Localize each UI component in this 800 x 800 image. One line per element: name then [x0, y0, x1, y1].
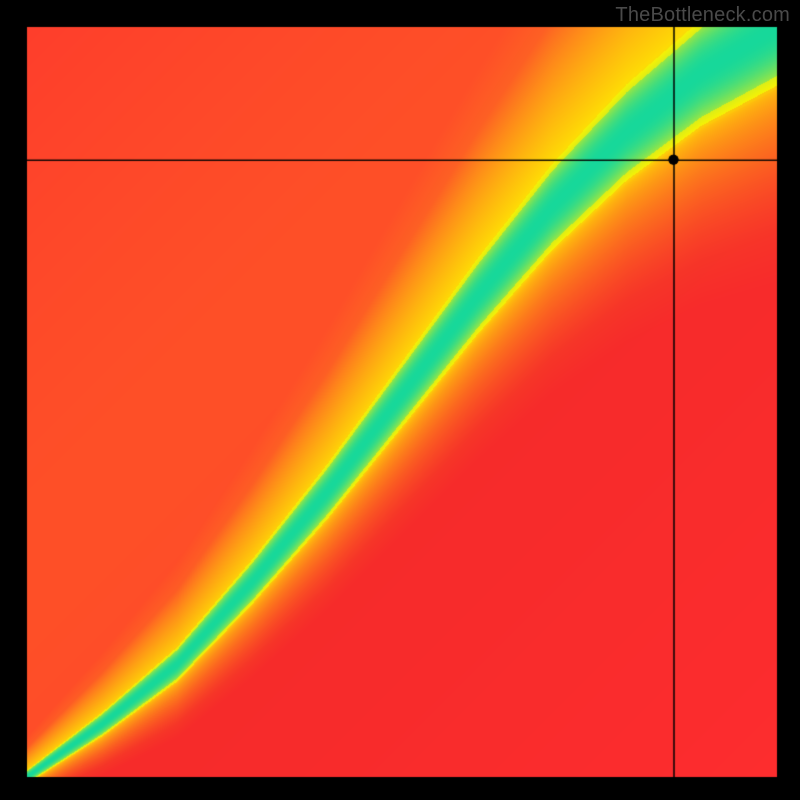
- bottleneck-heatmap: [0, 0, 800, 800]
- watermark-text: TheBottleneck.com: [615, 4, 790, 27]
